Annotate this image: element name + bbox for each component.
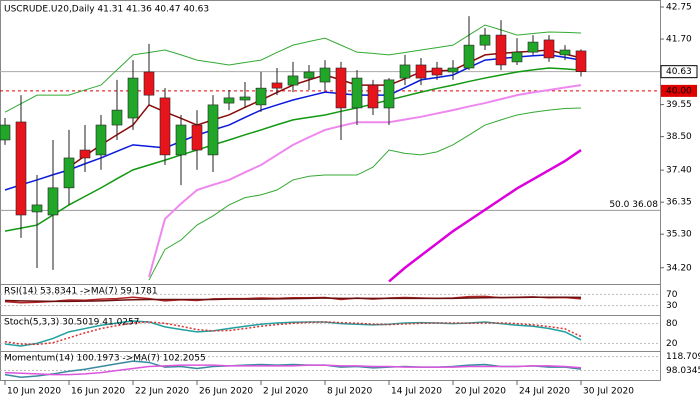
moving-average-line bbox=[148, 84, 582, 278]
candle-body bbox=[303, 71, 315, 79]
y-tick-label: 39.55 bbox=[666, 100, 692, 110]
fib-label: 50.0 36.08 bbox=[609, 200, 658, 210]
moving-average-line bbox=[4, 24, 582, 113]
moving-average-line bbox=[148, 107, 582, 281]
candle-body bbox=[223, 97, 235, 104]
candle-body bbox=[47, 187, 59, 216]
y-tick-label: 36.35 bbox=[666, 198, 692, 208]
candle-body bbox=[127, 77, 139, 119]
candle-body bbox=[319, 67, 331, 83]
y-tick-label: 41.70 bbox=[666, 35, 692, 45]
moving-average-line bbox=[388, 149, 582, 283]
candle-body bbox=[63, 157, 75, 189]
candle-body bbox=[111, 109, 123, 126]
indicator-line bbox=[4, 360, 582, 379]
x-tick-label: 26 Jun 2020 bbox=[199, 387, 253, 397]
indicator-line bbox=[4, 296, 582, 303]
candle-body bbox=[143, 71, 155, 96]
indicator-tick-label: 70 bbox=[666, 290, 678, 300]
current-price-box bbox=[660, 65, 698, 79]
x-tick-label: 22 Jun 2020 bbox=[135, 387, 189, 397]
indicator-line bbox=[4, 364, 582, 376]
candle-body bbox=[543, 39, 555, 59]
y-tick-label: 42.75 bbox=[666, 3, 692, 13]
candle-body bbox=[191, 124, 203, 151]
candle-body bbox=[255, 87, 267, 106]
candle-body bbox=[559, 49, 571, 56]
candle-body bbox=[0, 124, 11, 141]
candle-body bbox=[95, 124, 107, 156]
candle-body bbox=[335, 67, 347, 109]
x-tick-label: 16 Jun 2020 bbox=[71, 387, 125, 397]
indicator-line bbox=[4, 295, 582, 304]
candle-body bbox=[511, 51, 523, 63]
x-tick-label: 20 Jul 2020 bbox=[455, 387, 506, 397]
indicator-tick-label: 30 bbox=[666, 301, 678, 311]
indicator-title: RSI(14) 53.8341 ->MA(7) 59.1781 bbox=[4, 287, 158, 297]
level-box bbox=[661, 84, 697, 97]
candle-body bbox=[495, 34, 507, 66]
candle-body bbox=[447, 67, 459, 73]
candle-body bbox=[159, 97, 171, 156]
candle-body bbox=[287, 75, 299, 86]
candle-body bbox=[399, 64, 411, 79]
level-label: 40.00 bbox=[666, 86, 692, 96]
candle-body bbox=[175, 124, 187, 156]
x-tick-label: 2 Jul 2020 bbox=[263, 387, 308, 397]
indicator-tick-label: 80 bbox=[666, 319, 678, 329]
candle-body bbox=[575, 50, 587, 72]
indicator-title: Stoch(5,3,3) 30.5019 41.0257 bbox=[4, 318, 139, 328]
chart-title: USCRUDE.U20,Daily 41.31 41.36 40.47 40.6… bbox=[4, 5, 209, 15]
y-tick-label: 38.50 bbox=[666, 132, 692, 142]
indicator-tick-label: 20 bbox=[666, 339, 678, 349]
indicator-tick-label: 118.7093 bbox=[666, 352, 700, 362]
candle-body bbox=[415, 64, 427, 79]
x-tick-label: 14 Jul 2020 bbox=[391, 387, 442, 397]
y-tick-label: 35.30 bbox=[666, 230, 692, 240]
candle-body bbox=[15, 121, 27, 216]
candle-body bbox=[479, 34, 491, 46]
candle-body bbox=[367, 84, 379, 109]
indicator-line bbox=[4, 320, 582, 347]
indicator-tick-label: 98.0345 bbox=[666, 366, 700, 376]
moving-average-line bbox=[4, 67, 582, 232]
current-price-label: 40.63 bbox=[666, 67, 692, 77]
x-tick-label: 8 Jul 2020 bbox=[327, 387, 372, 397]
indicator-line bbox=[4, 321, 582, 346]
x-tick-label: 24 Jul 2020 bbox=[519, 387, 570, 397]
y-tick-label: 37.40 bbox=[666, 166, 692, 176]
x-tick-label: 10 Jun 2020 bbox=[7, 387, 61, 397]
candle-body bbox=[79, 149, 91, 159]
y-tick-label: 34.20 bbox=[666, 263, 692, 273]
candle-body bbox=[207, 104, 219, 156]
indicator-title: Momentum(14) 100.1973 ->MA(7) 102.2055 bbox=[4, 354, 206, 364]
plot-frame bbox=[0, 0, 661, 381]
candle-body bbox=[351, 77, 363, 109]
candle-body bbox=[527, 41, 539, 53]
candle-body bbox=[463, 44, 475, 69]
candle-body bbox=[383, 79, 395, 109]
candle-body bbox=[31, 204, 43, 213]
candle-body bbox=[239, 96, 251, 101]
candle-body bbox=[271, 82, 283, 89]
x-tick-label: 30 Jul 2020 bbox=[583, 387, 634, 397]
candle-body bbox=[431, 67, 443, 76]
